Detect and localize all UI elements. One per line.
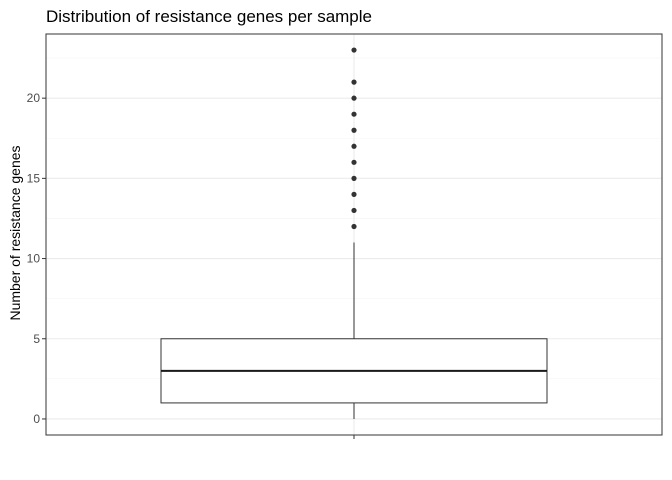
outlier-point — [351, 191, 357, 197]
y-axis: 0 5 10 15 20 — [27, 91, 355, 439]
y-axis-label: Number of resistance genes — [7, 145, 23, 320]
outlier-point — [351, 175, 357, 181]
outlier-point — [351, 111, 357, 117]
chart-title: Distribution of resistance genes per sam… — [46, 7, 372, 26]
outlier-point — [351, 207, 357, 214]
outlier-point — [351, 143, 357, 149]
y-tick-label: 20 — [27, 91, 41, 105]
outlier-points — [351, 47, 357, 230]
outlier-point — [351, 95, 357, 101]
y-tick-label: 10 — [27, 252, 41, 266]
outlier-point — [351, 127, 357, 133]
y-tick-label: 0 — [33, 412, 40, 426]
outlier-point — [351, 47, 357, 53]
box-layer — [160, 242, 548, 419]
plot-panel-border — [45, 33, 663, 436]
outlier-point — [351, 159, 357, 165]
y-tick-label: 5 — [33, 332, 40, 346]
y-tick-label: 15 — [27, 171, 41, 185]
outlier-point — [351, 223, 357, 230]
outlier-point — [351, 79, 357, 85]
